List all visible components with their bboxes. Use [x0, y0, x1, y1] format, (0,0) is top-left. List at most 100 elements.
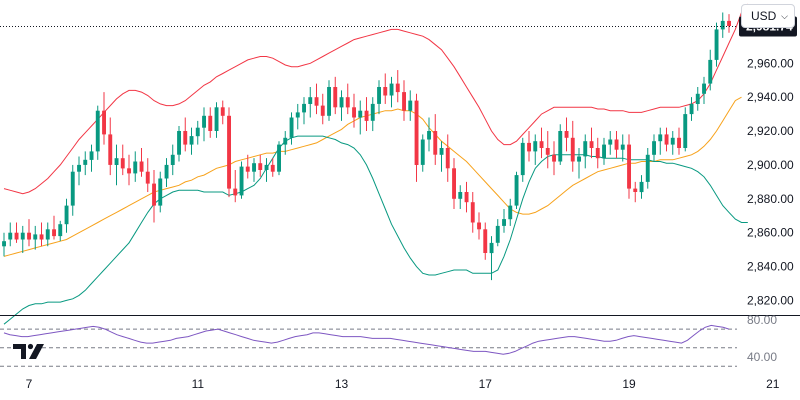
- candle-body: [408, 100, 413, 111]
- candle: [695, 87, 700, 111]
- candle: [689, 97, 694, 121]
- candle-body: [552, 154, 556, 162]
- candle-body: [452, 168, 456, 199]
- currency-select[interactable]: USD ⌵: [741, 4, 795, 28]
- candle: [77, 156, 81, 186]
- candle-body: [208, 115, 213, 131]
- candle-body: [427, 131, 431, 140]
- candle: [264, 158, 269, 182]
- candle: [502, 208, 506, 233]
- candle: [320, 93, 325, 125]
- candle: [477, 212, 481, 240]
- candle-body: [533, 141, 538, 152]
- candle-body: [439, 148, 444, 155]
- candle-body: [352, 107, 356, 118]
- candle: [383, 73, 388, 104]
- candle: [58, 220, 63, 242]
- candle-body: [677, 137, 681, 148]
- candle: [683, 107, 688, 152]
- band-line-upper-band: [3, 3, 749, 195]
- candle: [177, 125, 181, 162]
- candle-body: [8, 232, 13, 240]
- price-tick-label: 2,820.00: [747, 293, 794, 307]
- candle: [364, 97, 369, 132]
- candle: [558, 124, 563, 165]
- candle-body: [302, 103, 306, 113]
- candle-body: [433, 131, 438, 155]
- candle: [20, 225, 25, 254]
- candle: [352, 93, 356, 128]
- candle-body: [77, 164, 81, 172]
- candle-body: [539, 141, 544, 148]
- candle-body: [133, 161, 138, 174]
- candle: [239, 161, 244, 199]
- candle: [102, 92, 106, 145]
- time-tick-label: 7: [26, 377, 33, 391]
- candle: [470, 192, 475, 233]
- price-tick-label: 2,900.00: [747, 158, 794, 172]
- candle: [252, 158, 256, 182]
- candle: [420, 134, 425, 172]
- candle-body: [39, 234, 44, 240]
- candle: [302, 97, 306, 125]
- candle-body: [545, 148, 550, 155]
- candle: [433, 114, 438, 165]
- candle: [527, 131, 531, 162]
- candle-body: [327, 87, 331, 116]
- chevron-down-icon: ⌵: [781, 10, 788, 21]
- candle-body: [89, 151, 94, 160]
- candle: [183, 117, 188, 152]
- candle: [458, 185, 463, 209]
- candle-body: [202, 115, 206, 128]
- candle-body: [114, 158, 119, 165]
- candle: [108, 117, 113, 176]
- band-line-lower-band: [3, 135, 748, 325]
- candle: [514, 171, 519, 209]
- price-tick-label: 2,940.00: [747, 90, 794, 104]
- candle: [145, 158, 150, 193]
- candle: [245, 154, 250, 179]
- oscillator-tick-label: 40.00: [747, 350, 777, 364]
- time-axis[interactable]: 7111317192125Mar57111317: [26, 377, 800, 391]
- candle-body: [577, 156, 581, 162]
- candle-body: [727, 20, 731, 26]
- candle-body: [364, 110, 369, 121]
- time-tick-label: 19: [622, 377, 636, 391]
- candle-body: [527, 142, 531, 152]
- candle: [52, 215, 56, 240]
- candle-body: [502, 219, 506, 226]
- candle-body: [102, 110, 106, 135]
- candle: [427, 117, 431, 152]
- price-tick-label: 2,960.00: [747, 56, 794, 70]
- tradingview-logo-icon[interactable]: [13, 341, 45, 361]
- candle-body: [458, 192, 463, 199]
- candle: [677, 127, 681, 155]
- candle-body: [283, 137, 288, 145]
- candle-body: [639, 181, 644, 193]
- price-axis[interactable]: 2,820.00 2,840.00 2,860.00 2,880.00 2,900.00…: [747, 56, 794, 307]
- candle: [508, 198, 513, 226]
- candle: [664, 127, 669, 152]
- candle: [64, 198, 69, 233]
- time-tick-label: 13: [335, 377, 349, 391]
- candle: [220, 100, 225, 125]
- candle-body: [58, 224, 63, 237]
- candle: [408, 90, 413, 121]
- candle-body: [483, 229, 488, 253]
- candle-body: [195, 127, 200, 137]
- candle: [602, 137, 606, 165]
- candle: [370, 97, 375, 132]
- candle: [314, 83, 319, 115]
- candle: [14, 222, 19, 243]
- candle: [702, 76, 706, 104]
- candle: [39, 222, 44, 247]
- candle-body: [695, 93, 700, 104]
- candle: [70, 164, 75, 216]
- candle-body: [583, 141, 588, 157]
- candle-body: [702, 83, 706, 94]
- oscillator-axis[interactable]: 40.00 80.00: [747, 313, 777, 364]
- candle: [633, 181, 638, 203]
- candle-body: [595, 148, 600, 159]
- candle-body: [414, 100, 419, 165]
